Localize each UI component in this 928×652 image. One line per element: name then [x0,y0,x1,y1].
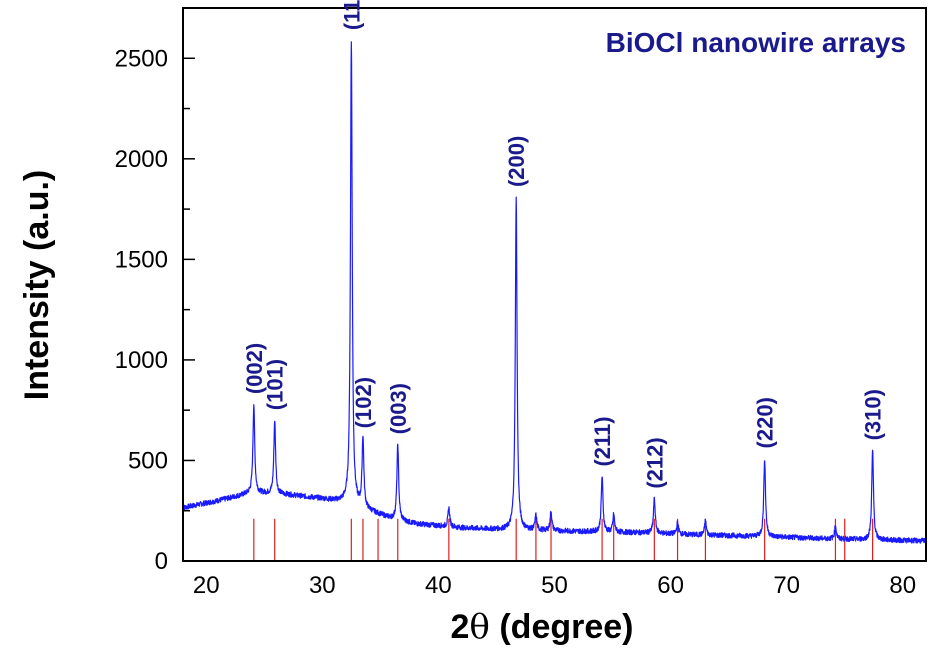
peak-labels: (002)(101) (110) (102) (003) (200) (211) (212)… [242,0,886,489]
x-axis-ticks: 20 30 40 50 60 70 80 [193,572,916,599]
peak-label: (110) [339,0,364,30]
peak-label: (101) [263,359,288,410]
x-tick-label: 20 [193,572,220,599]
peak-label: (102) [351,377,376,428]
x-tick-label: 70 [773,572,800,599]
y-axis-ticks: 0 500 1000 1500 2000 2500 [115,7,195,575]
chart-title: BiOCl nanowire arrays [606,27,906,58]
y-tick-label: 1000 [115,347,168,374]
peak-label: (200) [504,136,529,187]
y-tick-label: 0 [155,548,168,575]
x-tick-label: 30 [309,572,336,599]
plot-frame [182,7,927,562]
peak-label: (310) [861,389,886,440]
peak-label: (212) [642,437,667,488]
reference-lines [253,518,874,561]
x-tick-label: 40 [425,572,452,599]
xrd-pattern-series [182,41,927,544]
x-tick-label: 80 [889,572,916,599]
peak-label: (003) [386,383,411,434]
y-tick-label: 500 [128,447,168,474]
y-tick-label: 2000 [115,146,168,173]
peak-label: (002) [242,343,267,394]
x-tick-label: 60 [657,572,684,599]
y-tick-label: 2500 [115,45,168,72]
y-tick-label: 1500 [115,246,168,273]
x-tick-label: 50 [541,572,568,599]
peak-label: (211) [590,416,615,466]
theta-symbol: θ [469,607,489,647]
y-axis-title: Intensity (a.u.) [18,170,56,400]
x-axis-title: 2θ (degree) [451,607,634,647]
peak-label: (220) [753,397,778,448]
